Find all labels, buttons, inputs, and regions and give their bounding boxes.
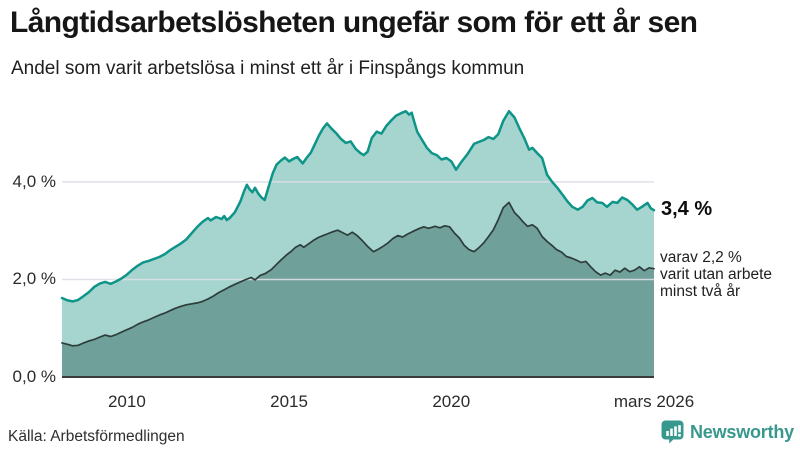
source-attribution: Källa: Arbetsförmedlingen	[8, 428, 185, 445]
two-year-annotation-line-2: varit utan arbete	[660, 266, 773, 283]
page-title: Långtidsarbetslösheten ungefär som för e…	[10, 6, 698, 39]
newsworthy-wordmark: Newsworthy	[689, 421, 794, 442]
two-year-annotation-line-1: varav 2,2 %	[660, 249, 742, 266]
gridlines	[62, 181, 654, 281]
y-tick-label-0: 0,0 %	[12, 367, 56, 386]
x-tick-label-2010: 2010	[107, 392, 146, 411]
y-tick-label-2: 2,0 %	[12, 269, 56, 289]
x-tick-label-2015: 2015	[270, 392, 308, 411]
newsworthy-bubble-icon	[661, 420, 684, 444]
latest-total-value-label: 3,4 %	[661, 198, 713, 220]
two-year-annotation-line-3: minst två år	[660, 283, 741, 300]
x-tick-label-2020: 2020	[432, 392, 471, 411]
two-year-annotation: varav 2,2 % varit utan arbete minst två …	[660, 249, 772, 300]
two-year-area	[62, 202, 654, 377]
x-tick-label-mars-2026: mars 2026	[613, 392, 695, 411]
chart-subtitle: Andel som varit arbetslösa i minst ett å…	[11, 58, 525, 79]
y-tick-label-4: 4,0 %	[12, 171, 56, 191]
two-year-line	[61, 201, 655, 347]
total-line	[60, 109, 656, 303]
newsworthy-logo[interactable]: Newsworthy	[661, 419, 794, 445]
